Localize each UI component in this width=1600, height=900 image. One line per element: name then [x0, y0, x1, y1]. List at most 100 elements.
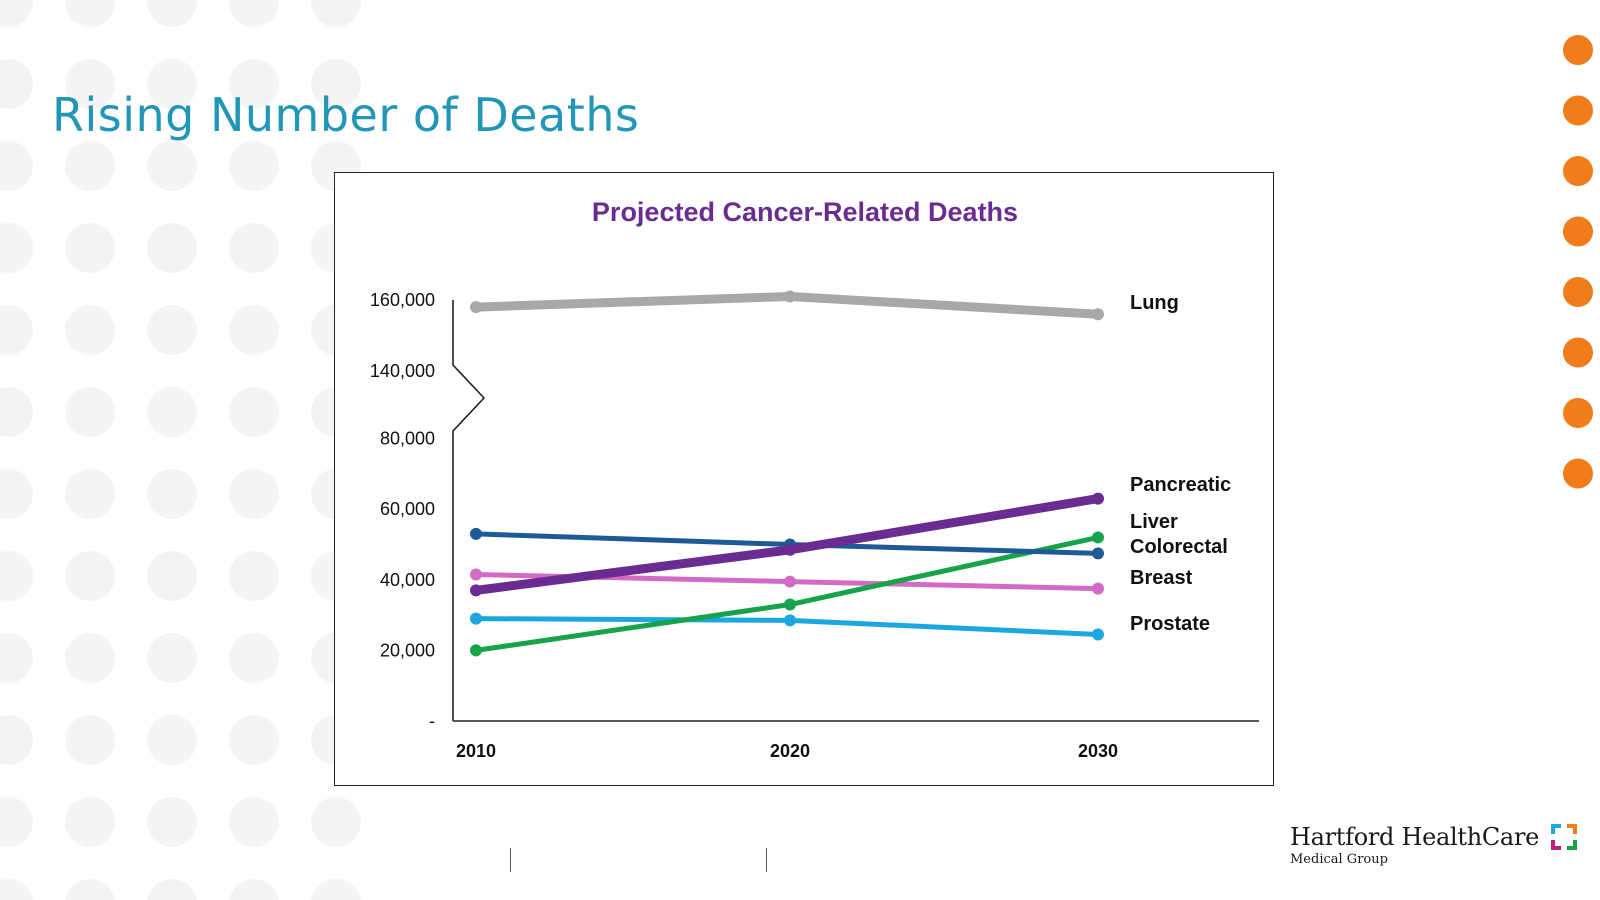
background-dot — [65, 715, 115, 765]
background-dot — [65, 0, 115, 27]
background-dot — [229, 305, 279, 355]
accent-dot — [1563, 277, 1593, 307]
y-axis-line — [453, 300, 484, 721]
x-tick-label: 2010 — [456, 741, 496, 761]
background-dot — [65, 469, 115, 519]
data-point-pancreatic — [470, 584, 482, 596]
background-dot — [147, 387, 197, 437]
data-point-breast — [784, 576, 796, 588]
background-dot — [147, 633, 197, 683]
series-label-prostate: Prostate — [1130, 613, 1210, 635]
background-dot — [229, 469, 279, 519]
series-label-pancreatic: Pancreatic — [1130, 474, 1231, 496]
data-point-breast — [1092, 583, 1104, 595]
x-tick-label: 2030 — [1078, 741, 1118, 761]
data-point-liver — [784, 599, 796, 611]
background-dot — [65, 387, 115, 437]
background-dot — [229, 797, 279, 847]
accent-dot — [1563, 35, 1593, 65]
background-dot — [229, 633, 279, 683]
background-dot — [147, 551, 197, 601]
data-point-liver — [1092, 531, 1104, 543]
hartford-healthcare-logo: Hartford HealthCare Medical Group — [1290, 822, 1579, 867]
background-dot — [65, 879, 115, 900]
background-dot — [65, 797, 115, 847]
series-label-breast: Breast — [1130, 567, 1193, 589]
background-dot — [229, 551, 279, 601]
background-dot — [229, 387, 279, 437]
background-dot — [65, 551, 115, 601]
background-dot — [229, 879, 279, 900]
data-point-prostate — [784, 614, 796, 626]
background-dot — [311, 0, 361, 27]
background-dot — [0, 797, 33, 847]
chart-panel: Projected Cancer-Related Deaths 160,000 1… — [334, 172, 1274, 786]
background-dot — [311, 879, 361, 900]
y-tick-label: 40,000 — [380, 570, 435, 590]
accent-dot-column — [1540, 0, 1600, 520]
y-tick-label: - — [429, 711, 435, 731]
data-point-liver — [470, 644, 482, 656]
logo-mark-icon — [1549, 822, 1579, 852]
logo-name: Hartford HealthCare — [1290, 823, 1539, 851]
background-dot — [0, 551, 33, 601]
footer-divider — [510, 848, 511, 872]
data-point-pancreatic — [1092, 493, 1104, 505]
data-point-prostate — [470, 613, 482, 625]
data-point-pancreatic — [784, 544, 796, 556]
y-tick-label: 140,000 — [370, 361, 435, 381]
background-dot — [229, 141, 279, 191]
background-dot — [147, 0, 197, 27]
y-tick-label: 80,000 — [380, 429, 435, 449]
background-dot — [65, 223, 115, 273]
series-labels: Lung Pancreatic Liver Colorectal Breast Prost… — [1130, 292, 1231, 635]
series-label-colorectal: Colorectal — [1130, 536, 1228, 558]
y-tick-label: 20,000 — [380, 640, 435, 660]
data-point-colorectal — [470, 528, 482, 540]
background-dot — [311, 797, 361, 847]
background-dot — [0, 469, 33, 519]
data-point-lung — [470, 301, 482, 313]
x-axis-ticks: 2010 2020 2030 — [456, 741, 1118, 761]
y-tick-label: 160,000 — [370, 290, 435, 310]
background-dot — [147, 223, 197, 273]
background-dot — [147, 879, 197, 900]
background-dot — [0, 59, 33, 109]
data-point-lung — [784, 290, 796, 302]
logo-subtitle: Medical Group — [1290, 852, 1579, 867]
data-point-lung — [1092, 308, 1104, 320]
background-dot — [0, 223, 33, 273]
background-dot — [229, 0, 279, 27]
background-dot — [65, 305, 115, 355]
background-dot — [229, 715, 279, 765]
background-dot — [0, 141, 33, 191]
chart-series — [470, 290, 1104, 656]
accent-dot — [1563, 217, 1593, 247]
series-label-lung: Lung — [1130, 292, 1179, 314]
background-dot — [147, 797, 197, 847]
background-dot — [65, 141, 115, 191]
y-tick-label: 60,000 — [380, 499, 435, 519]
accent-dot — [1563, 459, 1593, 489]
background-dot — [147, 305, 197, 355]
background-dot — [0, 879, 33, 900]
background-dot — [0, 0, 33, 27]
chart-title: Projected Cancer-Related Deaths — [592, 197, 1018, 227]
background-dot — [0, 715, 33, 765]
footer-divider — [766, 848, 767, 872]
line-chart: Projected Cancer-Related Deaths 160,0001… — [335, 173, 1275, 787]
background-dot — [0, 387, 33, 437]
background-dot — [0, 633, 33, 683]
background-dot — [0, 305, 33, 355]
slide-title: Rising Number of Deaths — [52, 88, 639, 142]
y-axis-ticks: 160,000 140,000 80,000 60,000 40,000 20,000 - — [370, 290, 435, 731]
accent-dot — [1563, 156, 1593, 186]
accent-dot — [1563, 338, 1593, 368]
background-dot — [147, 469, 197, 519]
background-dot — [147, 141, 197, 191]
background-dot — [229, 223, 279, 273]
data-point-prostate — [1092, 629, 1104, 641]
data-point-breast — [470, 569, 482, 581]
accent-dot — [1563, 398, 1593, 428]
data-point-colorectal — [1092, 547, 1104, 559]
